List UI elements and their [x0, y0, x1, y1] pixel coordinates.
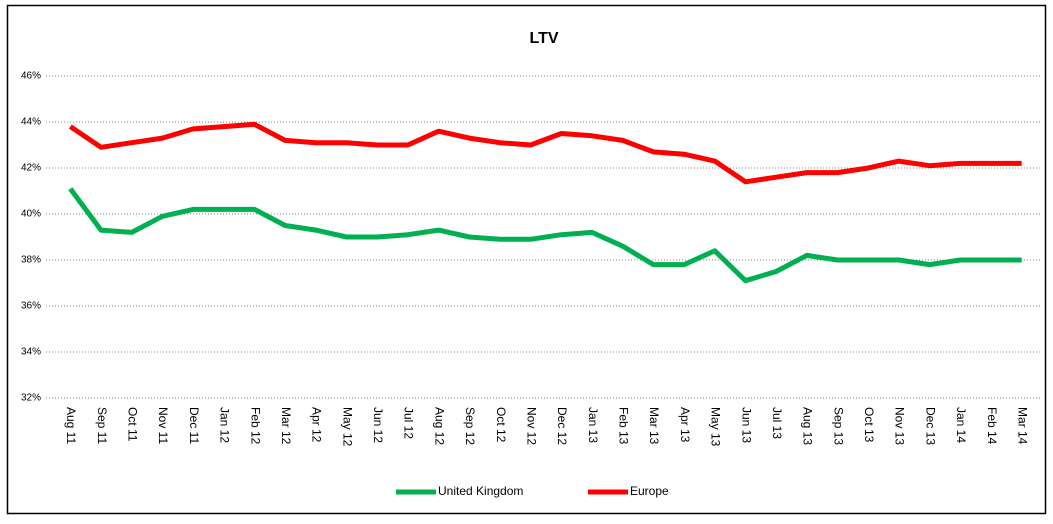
x-tick-label: Jan 14: [954, 407, 968, 443]
y-tick-label: 32%: [21, 393, 41, 404]
y-tick-label: 34%: [21, 347, 41, 358]
series-line: [68, 187, 1022, 284]
x-tick-label: Nov 13: [893, 407, 907, 445]
x-tick-label: Oct 11: [126, 407, 140, 442]
y-tick-label: 36%: [21, 301, 41, 312]
x-tick-label: Aug 12: [432, 407, 446, 445]
x-tick-label: Oct 13: [862, 407, 876, 443]
x-tick-label: Sep 11: [95, 407, 109, 444]
x-tick-label: Aug 13: [801, 407, 815, 445]
y-tick-label: 46%: [21, 71, 41, 82]
x-tick-label: Nov 12: [524, 407, 538, 445]
x-tick-label: May 12: [340, 407, 354, 447]
chart-title: LTV: [529, 30, 558, 47]
y-tick-label: 44%: [21, 117, 41, 128]
x-tick-label: Jul 12: [402, 407, 416, 439]
x-tick-label: Feb 12: [248, 407, 262, 445]
x-tick-label: Feb 14: [985, 407, 999, 445]
x-tick-label: May 13: [709, 407, 723, 447]
x-tick-label: Oct 12: [494, 407, 508, 443]
x-tick-label: Jun 12: [371, 407, 385, 443]
x-tick-label: Dec 12: [555, 407, 569, 445]
y-tick-label: 40%: [21, 209, 41, 220]
x-tick-label: Dec 13: [923, 407, 937, 445]
y-tick-label: 42%: [21, 163, 41, 174]
legend-label: United Kingdom: [438, 484, 523, 498]
x-tick-label: Aug 11: [64, 407, 78, 444]
x-tick-label: Dec 11: [187, 407, 201, 444]
x-tick-label: Mar 13: [647, 407, 661, 445]
x-tick-label: Jan 12: [218, 407, 232, 443]
x-tick-label: Apr 13: [678, 407, 692, 443]
series-line: [68, 121, 1022, 185]
y-tick-label: 38%: [21, 255, 41, 266]
x-tick-label: Apr 12: [310, 407, 324, 443]
x-tick-label: Nov 11: [156, 407, 170, 444]
x-tick-label: Feb 13: [617, 407, 631, 445]
x-tick-label: Jul 13: [770, 407, 784, 439]
x-tick-label: Mar 12: [279, 407, 293, 445]
x-tick-label: Mar 14: [1015, 407, 1029, 445]
x-tick-label: Sep 12: [463, 407, 477, 445]
x-tick-label: Sep 13: [831, 407, 845, 445]
x-tick-label: Jan 13: [586, 407, 600, 443]
legend-label: Europe: [630, 484, 669, 498]
x-tick-label: Jun 13: [739, 407, 753, 443]
